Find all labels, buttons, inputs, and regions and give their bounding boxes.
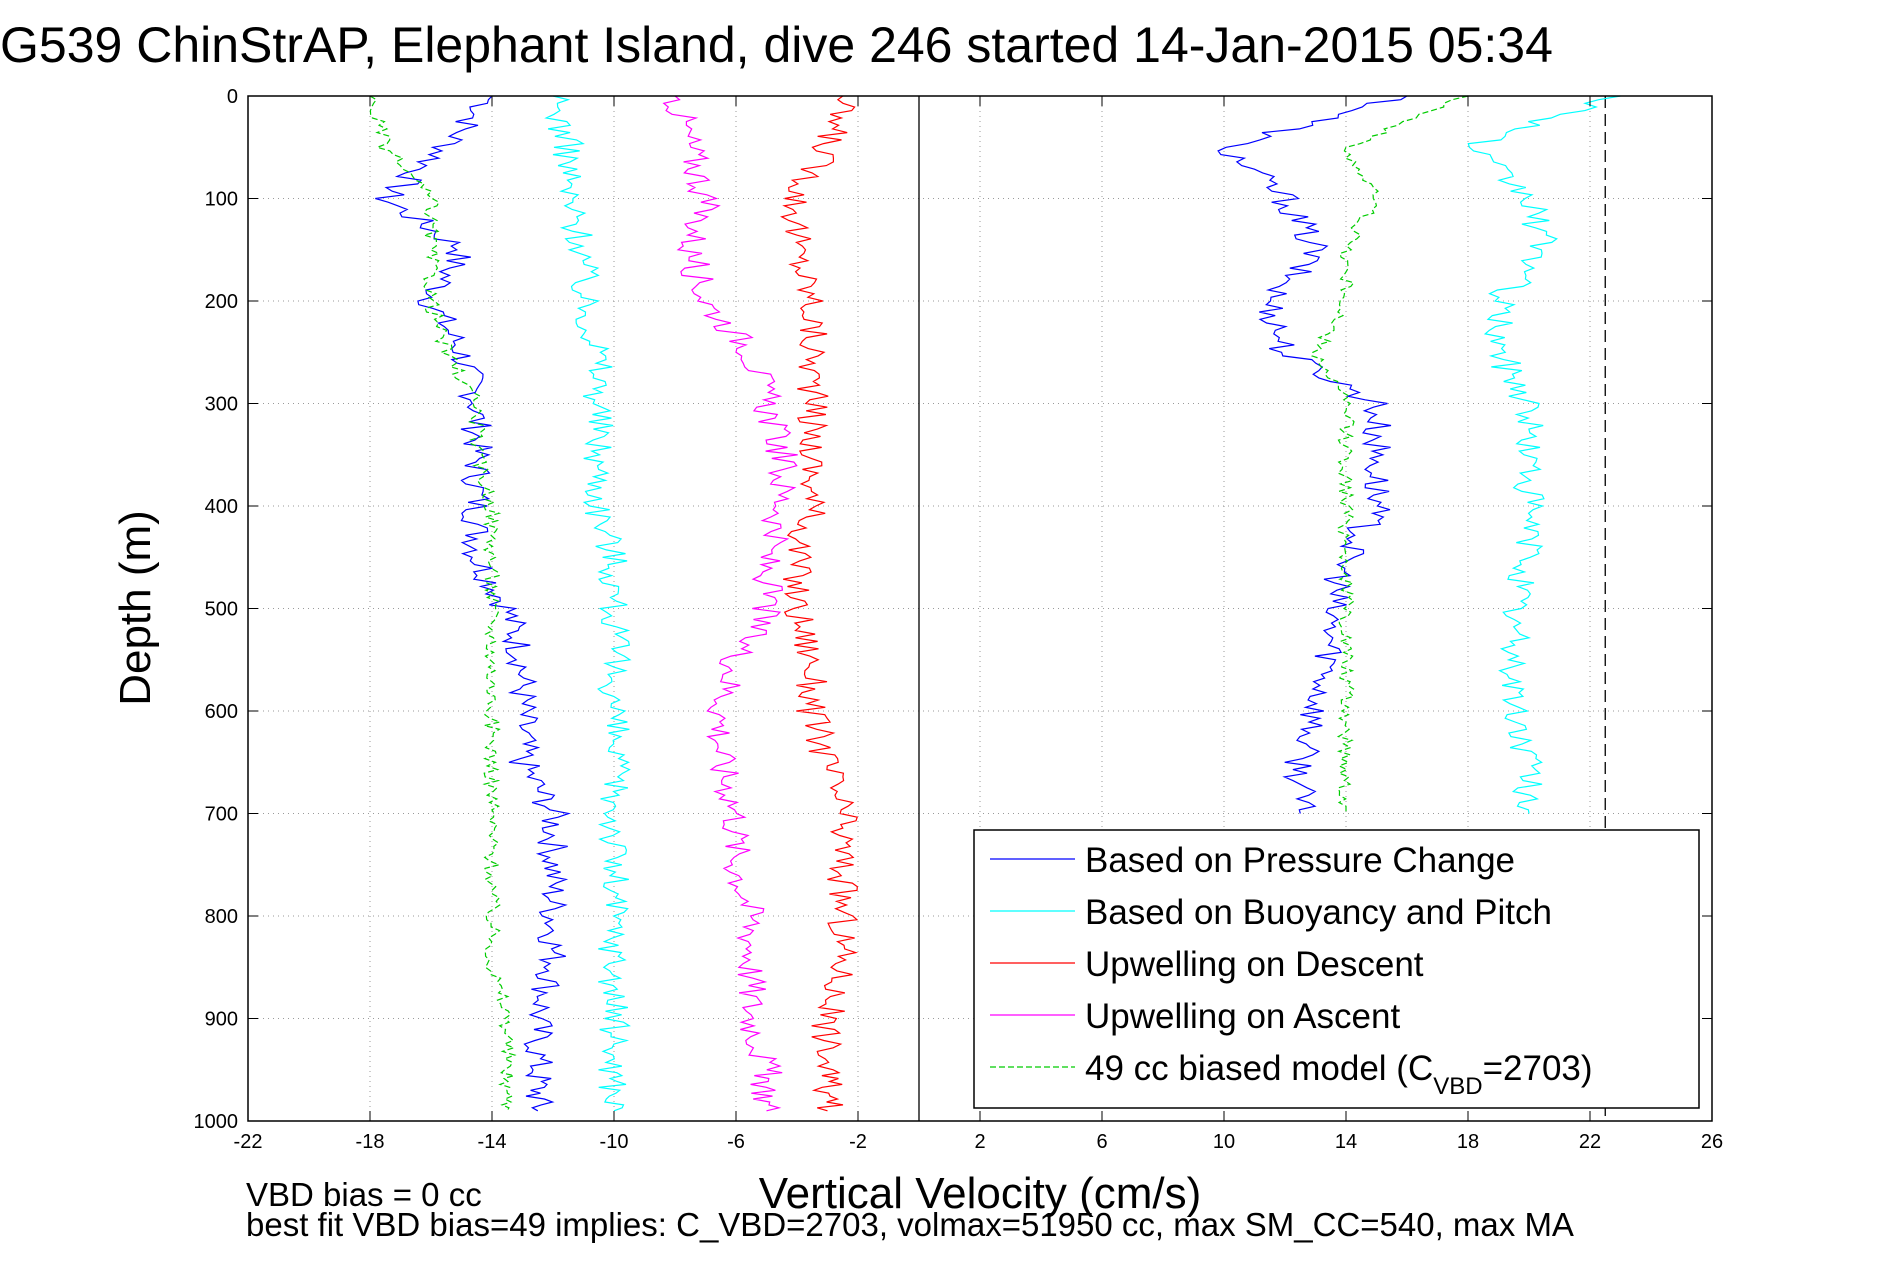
x-tick-label: -22 — [234, 1131, 263, 1153]
y-tick-label: 500 — [205, 599, 238, 621]
legend-label: Upwelling on Ascent — [1085, 997, 1400, 1036]
legend-label: Based on Pressure Change — [1085, 841, 1515, 880]
best-fit-note: best fit VBD bias=49 implies: C_VBD=2703… — [246, 1206, 1574, 1243]
y-tick-label: 300 — [205, 394, 238, 416]
y-tick-label: 0 — [227, 86, 238, 108]
x-tick-label: 26 — [1701, 1131, 1723, 1153]
y-tick-label: 600 — [205, 701, 238, 723]
series-based-on-buoyancy-and-pitch-descent — [544, 95, 632, 1112]
y-tick-label: 100 — [205, 189, 238, 211]
series-based-on-pressure-change-ascent — [1217, 95, 1408, 814]
x-tick-label: 10 — [1213, 1131, 1235, 1153]
y-tick-label: 800 — [205, 906, 238, 928]
vbd-bias-note: VBD bias = 0 cc — [246, 1176, 482, 1213]
y-tick-label: 400 — [205, 496, 238, 518]
series-based-on-buoyancy-and-pitch-ascent — [1467, 95, 1621, 814]
x-tick-label: 2 — [974, 1131, 985, 1153]
legend-box — [973, 829, 1700, 1109]
x-tick-label: -2 — [849, 1131, 867, 1153]
series-based-on-pressure-change-descent — [375, 95, 571, 1112]
x-tick-label: 18 — [1457, 1131, 1479, 1153]
series-upwelling-on-ascent — [662, 95, 798, 1112]
x-tick-label: 6 — [1096, 1131, 1107, 1153]
legend: Based on Pressure Change Based on Buoyanc… — [973, 829, 1700, 1109]
x-tick-label: -10 — [600, 1131, 629, 1153]
chart-title: G539 ChinStrAP, Elephant Island, dive 24… — [0, 17, 1553, 73]
x-axis-label: Vertical Velocity (cm/s) — [759, 1169, 1202, 1218]
series-49-cc-biased-model-c-vbd-2703-descent — [369, 95, 517, 1112]
grid — [248, 96, 1712, 1121]
y-axis-label: Depth (m) — [111, 510, 160, 706]
x-tick-label: -14 — [478, 1131, 507, 1153]
y-tick-label: 900 — [205, 1009, 238, 1031]
series-49-cc-biased-model-c-vbd-2703-ascent — [1311, 95, 1469, 814]
y-tick-label: 700 — [205, 804, 238, 826]
x-tick-label: 14 — [1335, 1131, 1357, 1153]
ticks: -22 -18 -14 -10 -6 -2 2 6 10 14 18 22 26010020030040… — [194, 86, 1724, 1153]
y-tick-label: 200 — [205, 291, 238, 313]
series-upwelling-on-descent — [780, 95, 859, 1112]
legend-label: Based on Buoyancy and Pitch — [1085, 893, 1552, 932]
y-tick-label: 1000 — [194, 1111, 239, 1133]
series-layer — [369, 95, 1621, 1112]
x-tick-label: -6 — [727, 1131, 745, 1153]
x-tick-label: 22 — [1579, 1131, 1601, 1153]
x-tick-label: -18 — [356, 1131, 385, 1153]
legend-label: Upwelling on Descent — [1085, 945, 1424, 984]
